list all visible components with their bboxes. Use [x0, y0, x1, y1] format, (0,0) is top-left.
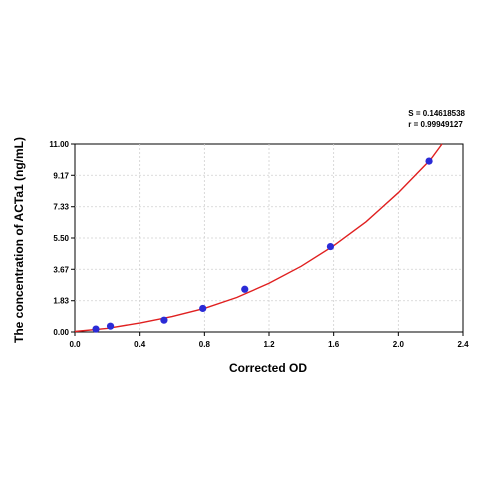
x-axis-label: Corrected OD: [228, 361, 308, 375]
x-tick-label: 2.0: [393, 340, 405, 349]
data-points: [92, 157, 433, 333]
fit-statistics: S = 0.14618538 r = 0.99949127: [408, 108, 465, 130]
data-point: [425, 157, 433, 165]
x-axis-ticks: 0.0 0.4 0.8 1.2 1.6 2.0 2.4: [69, 332, 469, 349]
s-value: S = 0.14618538: [408, 109, 465, 118]
data-point: [160, 316, 168, 324]
fit-curve: [74, 143, 443, 333]
r-value: r = 0.99949127: [408, 120, 463, 129]
data-point: [241, 285, 249, 293]
data-point: [199, 304, 207, 313]
x-tick-label: 0.0: [69, 340, 81, 349]
x-tick-label: 0.8: [199, 340, 211, 349]
y-tick-label: 1.83: [53, 297, 69, 306]
y-tick-label: 9.17: [53, 171, 69, 180]
y-tick-label: 0.00: [53, 328, 69, 337]
x-tick-label: 1.2: [263, 340, 275, 349]
fit-curve-layer: [74, 143, 443, 333]
data-point: [106, 322, 115, 330]
x-tick-label: 1.6: [328, 340, 340, 349]
y-tick-label: 11.00: [49, 140, 69, 149]
data-point: [326, 242, 335, 251]
x-tick-label: 2.4: [457, 340, 469, 349]
y-tick-label: 7.33: [53, 203, 69, 212]
y-axis-label: The concentration of ACTa1 (ng/mL): [12, 137, 26, 343]
y-tick-label: 5.50: [53, 234, 69, 243]
y-tick-label: 3.67: [53, 265, 69, 274]
y-axis-ticks: 0.00 1.83 3.67 5.50 7.33 9.17 11.00: [49, 140, 75, 337]
x-tick-label: 0.4: [134, 340, 146, 349]
data-point: [92, 325, 100, 333]
grid-lines: [75, 144, 463, 332]
